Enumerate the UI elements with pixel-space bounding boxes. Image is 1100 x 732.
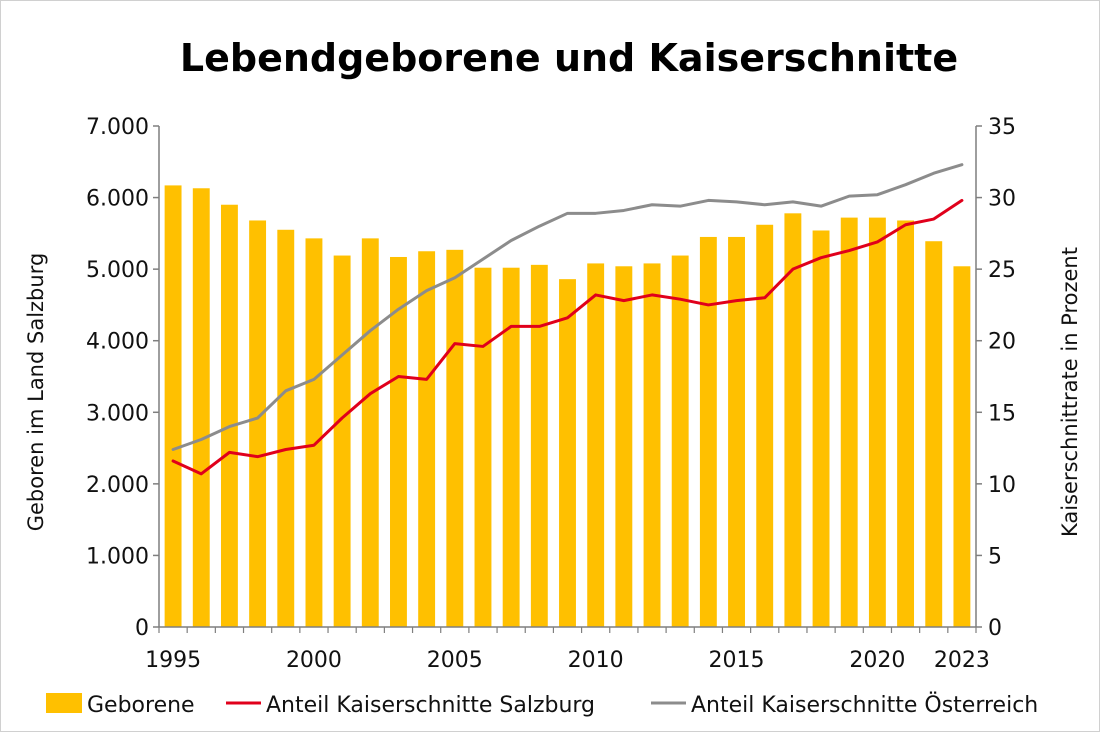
- bar-2005: [446, 249, 464, 627]
- bar-2010: [587, 263, 605, 627]
- right-tick-label: 30: [988, 187, 1016, 212]
- x-tick-label: 2020: [849, 648, 905, 673]
- right-tick-label: 10: [988, 473, 1016, 498]
- left-tick-label: 3.000: [86, 401, 149, 426]
- y-axis-right-label: Kaiserschnittrate in Prozent: [1058, 247, 1082, 537]
- left-tick-label: 5.000: [86, 258, 149, 283]
- legend-label-oesterreich: Anteil Kaiserschnitte Österreich: [691, 692, 1038, 718]
- left-tick-label: 1.000: [86, 544, 149, 569]
- right-tick-label: 20: [988, 330, 1016, 355]
- bar-2020: [868, 217, 886, 628]
- y-axis-left-label: Geboren im Land Salzburg: [24, 253, 48, 532]
- bars-group: [164, 185, 971, 628]
- bar-2021: [897, 220, 915, 627]
- left-tick-label: 2.000: [86, 473, 149, 498]
- left-tick-label: 6.000: [86, 187, 149, 212]
- bar-2022: [925, 241, 943, 628]
- lines-group: [171, 163, 964, 476]
- bar-2004: [418, 251, 436, 627]
- bar-2015: [728, 236, 745, 627]
- x-tick-label: 1995: [145, 648, 201, 673]
- legend-swatch-geborene: [46, 693, 82, 713]
- bar-2012: [643, 263, 661, 627]
- bar-2011: [615, 266, 633, 627]
- bar-2016: [756, 224, 774, 627]
- bar-2019: [840, 217, 858, 628]
- bar-1995: [164, 185, 182, 627]
- legend-label-salzburg: Anteil Kaiserschnitte Salzburg: [266, 693, 595, 718]
- series-line-salzburg: [171, 198, 964, 476]
- legend-label-geborene: Geborene: [87, 693, 195, 718]
- left-tick-group: 0 1.000 2.000 3.000 4.000 5.000 6.000 7.000: [86, 115, 159, 641]
- bar-2018: [812, 230, 830, 628]
- x-tick-label: 2000: [286, 648, 342, 673]
- bar-2017: [784, 213, 802, 627]
- bar-2007: [502, 267, 520, 627]
- legend: Geborene Anteil Kaiserschnitte Salzburg …: [46, 692, 1038, 718]
- x-tick-label: 2023: [934, 648, 990, 673]
- chart-title: Lebendgeborene und Kaiserschnitte: [180, 36, 958, 80]
- bar-2014: [699, 236, 717, 627]
- right-tick-label: 15: [988, 401, 1016, 426]
- x-tick-label: 2010: [568, 648, 624, 673]
- bar-2008: [530, 264, 548, 627]
- bar-1996: [192, 188, 210, 627]
- right-tick-label: 25: [988, 258, 1016, 283]
- right-tick-label: 35: [988, 115, 1016, 140]
- bar-2002: [361, 238, 379, 627]
- right-tick-label: 5: [988, 544, 1002, 569]
- bar-2009: [559, 279, 576, 627]
- bar-2013: [671, 255, 689, 628]
- left-tick-label: 4.000: [86, 330, 149, 355]
- bar-1997: [220, 204, 238, 628]
- right-tick-group: 0 5 10 15 20 25 30 35: [976, 115, 1016, 641]
- x-tick-label: 2015: [709, 648, 765, 673]
- series-line-oesterreich: [171, 163, 964, 451]
- bar-1998: [249, 220, 267, 627]
- bar-2003: [390, 256, 407, 627]
- x-tick-group: 1995 2000 2005 2010 2015 2020 2023: [145, 627, 990, 673]
- left-tick-label: 7.000: [86, 115, 149, 140]
- bar-2023: [953, 266, 971, 627]
- bar-2001: [333, 255, 351, 628]
- bar-2000: [305, 238, 323, 627]
- right-tick-label: 0: [988, 616, 1002, 641]
- bar-2006: [474, 267, 492, 627]
- bar-1999: [277, 229, 295, 627]
- left-tick-label: 0: [135, 616, 149, 641]
- x-tick-label: 2005: [427, 648, 483, 673]
